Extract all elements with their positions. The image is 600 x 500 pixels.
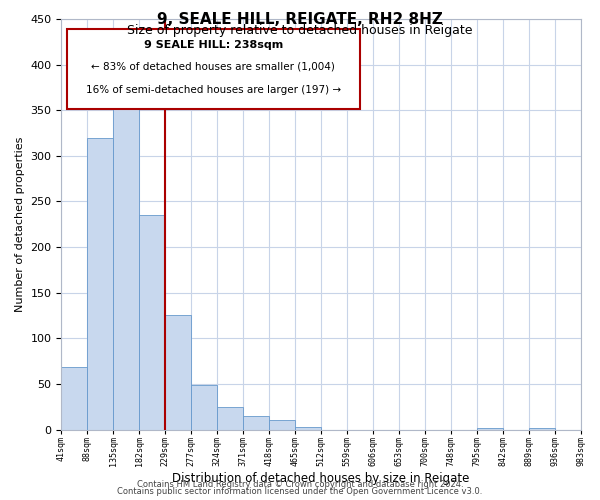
Bar: [165, 314, 191, 430]
Y-axis label: Number of detached properties: Number of detached properties: [15, 136, 25, 312]
Text: 9, SEALE HILL, REIGATE, RH2 8HZ: 9, SEALE HILL, REIGATE, RH2 8HZ: [157, 12, 443, 28]
Bar: [217, 406, 243, 430]
Bar: [295, 427, 321, 430]
Bar: [139, 215, 165, 430]
Bar: [191, 385, 217, 430]
Text: Contains HM Land Registry data © Crown copyright and database right 2024.: Contains HM Land Registry data © Crown c…: [137, 480, 463, 489]
Text: Contains public sector information licensed under the Open Government Licence v3: Contains public sector information licen…: [118, 487, 482, 496]
Text: ← 83% of detached houses are smaller (1,004): ← 83% of detached houses are smaller (1,…: [91, 62, 335, 72]
Bar: [88, 138, 113, 430]
Bar: [61, 368, 88, 430]
Bar: [269, 420, 295, 430]
Text: 16% of semi-detached houses are larger (197) →: 16% of semi-detached houses are larger (…: [86, 84, 341, 94]
Text: Size of property relative to detached houses in Reigate: Size of property relative to detached ho…: [127, 24, 473, 37]
Bar: [476, 428, 503, 430]
Bar: [529, 428, 554, 430]
X-axis label: Distribution of detached houses by size in Reigate: Distribution of detached houses by size …: [172, 472, 470, 485]
Bar: [113, 103, 139, 430]
FancyBboxPatch shape: [67, 30, 360, 110]
Bar: [243, 416, 269, 430]
Text: 9 SEALE HILL: 238sqm: 9 SEALE HILL: 238sqm: [143, 40, 283, 50]
